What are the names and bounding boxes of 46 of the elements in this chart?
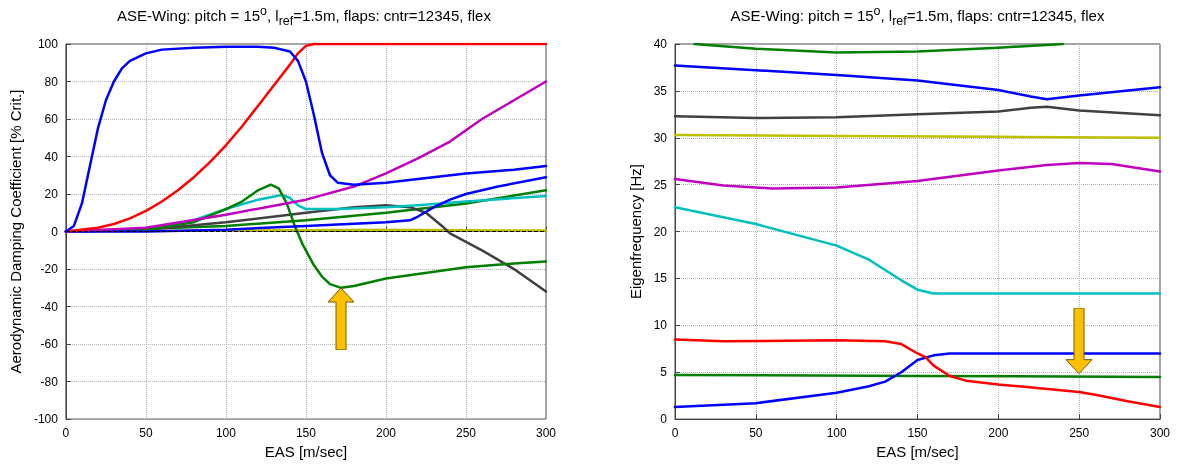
y-tick-label: 100 [37,37,59,51]
y-tick-label: 80 [44,74,59,89]
y-tick-label: -80 [40,374,59,389]
chart-title: ASE-Wing: pitch = 15$^{o}$, l$_{ref}$=1.5m, flaps: cntr=12345, flex [729,4,1106,30]
x-tick-label: 200 [988,426,1009,441]
line-series [673,64,1162,101]
y-tick-label: -40 [40,299,59,314]
line-series [673,205,1162,295]
x-tick-label: 300 [535,426,557,441]
line-series [673,338,1162,409]
y-tick-label: 0 [51,224,59,239]
x-tick-label: 300 [1149,426,1171,441]
y-tick-label: 60 [44,112,59,127]
y-tick-label: 20 [653,224,668,239]
line-series [693,42,1065,54]
y-axis-title: Aerodynamic Damping Coefficient [% Crit.] [7,89,24,374]
line-series [673,352,1162,409]
y-tick-label: 15 [653,271,668,286]
y-tick-label: 35 [653,83,668,98]
x-tick-label: 200 [375,426,397,441]
y-tick-label: 5 [660,365,668,380]
x-tick-label: 0 [671,426,679,441]
y-tick-label: -60 [40,337,59,352]
x-tick-label: 100 [826,426,847,441]
y-tick-label: 20 [44,187,59,202]
y-tick-label: 40 [44,149,59,164]
x-tick-label: 0 [62,426,70,441]
y-tick-label: 10 [653,318,668,333]
y-tick-label: 40 [653,37,668,51]
y-axis-title: Eigenfrequency [Hz] [626,164,644,300]
y-tick-label: 25 [653,177,668,192]
x-tick-label: 100 [215,426,237,441]
x-tick-label: 250 [455,426,477,441]
y-tick-label: 30 [653,130,668,145]
x-tick-label: 50 [749,426,763,441]
x-tick-label: 150 [907,426,928,441]
line-series [673,161,1162,190]
chart-title: ASE-Wing: pitch = 15$^{o}$, l$_{ref}$=1.5m, flaps: cntr=12345, flex [116,4,492,30]
y-tick-label: 0 [660,412,668,427]
x-tick-label: 150 [295,426,317,441]
x-tick-label: 50 [139,426,153,441]
x-tick-label: 250 [1069,426,1090,441]
x-axis-title: EAS [m/sec] [876,443,959,460]
x-axis-title: EAS [m/sec] [264,443,348,460]
y-tick-label: -100 [33,412,59,427]
y-tick-label: -20 [40,262,59,277]
